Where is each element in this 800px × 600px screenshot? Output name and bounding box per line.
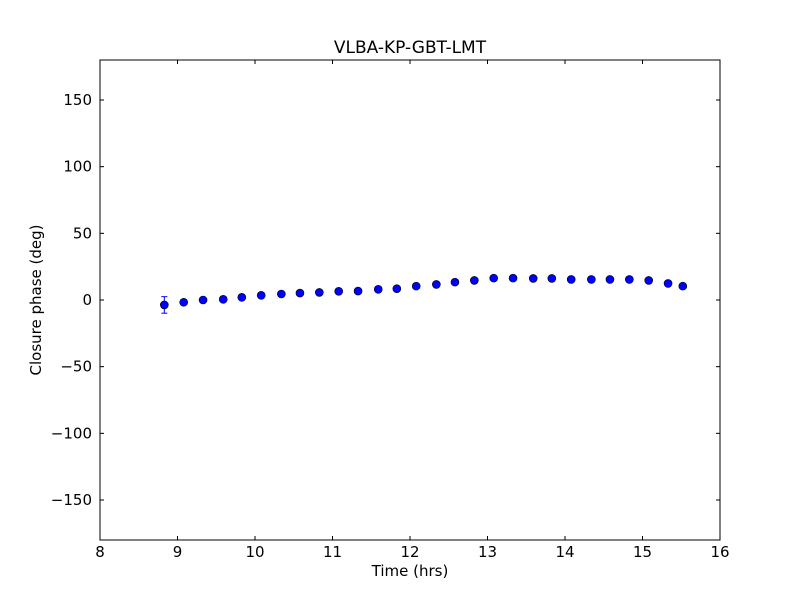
data-point [179, 297, 188, 307]
data-point [566, 275, 576, 284]
data-point [644, 276, 654, 285]
x-tick-label: 14 [555, 543, 574, 561]
y-tick-label: 50 [73, 224, 92, 242]
y-axis-label: Closure phase (deg) [27, 225, 45, 376]
data-point [489, 273, 499, 283]
x-axis-label: Time (hrs) [371, 562, 449, 580]
data-point [508, 273, 518, 283]
data-point [237, 293, 247, 302]
data-point [678, 281, 688, 291]
data-point [392, 284, 402, 293]
plot-area [100, 60, 720, 540]
y-tick-label: −100 [51, 424, 92, 442]
x-tick-label: 16 [710, 543, 729, 561]
plot-frame [99, 59, 721, 541]
y-tick-label: 100 [63, 158, 92, 176]
x-tick-label: 13 [478, 543, 497, 561]
y-tick-label: −150 [51, 491, 92, 509]
x-tick-label: 10 [245, 543, 264, 561]
data-point [218, 295, 228, 304]
data-point [315, 288, 324, 297]
data-point [625, 275, 634, 284]
x-tick-label: 15 [633, 543, 652, 561]
x-tick-label: 8 [95, 543, 105, 561]
data-point [334, 287, 344, 296]
y-tick-label: −50 [60, 358, 92, 376]
x-tick-label: 12 [400, 543, 419, 561]
data-point [277, 289, 286, 299]
data-point [605, 275, 615, 284]
data-point [198, 295, 208, 305]
data-point [432, 280, 441, 289]
x-tick-label: 9 [173, 543, 183, 561]
data-point [411, 281, 421, 291]
data-point [450, 277, 460, 287]
data-point [295, 288, 305, 298]
data-point [528, 274, 538, 283]
data-point [353, 286, 363, 296]
data-point [373, 285, 383, 294]
y-tick-label: 150 [63, 91, 92, 109]
data-point [547, 274, 557, 283]
data-point [663, 279, 673, 288]
y-tick-label: 0 [82, 291, 92, 309]
data-point [587, 275, 596, 284]
data-point [160, 300, 169, 310]
data-point [256, 291, 266, 300]
data-point [470, 276, 479, 285]
x-tick-label: 11 [323, 543, 342, 561]
chart-title: VLBA-KP-GBT-LMT [334, 38, 487, 58]
